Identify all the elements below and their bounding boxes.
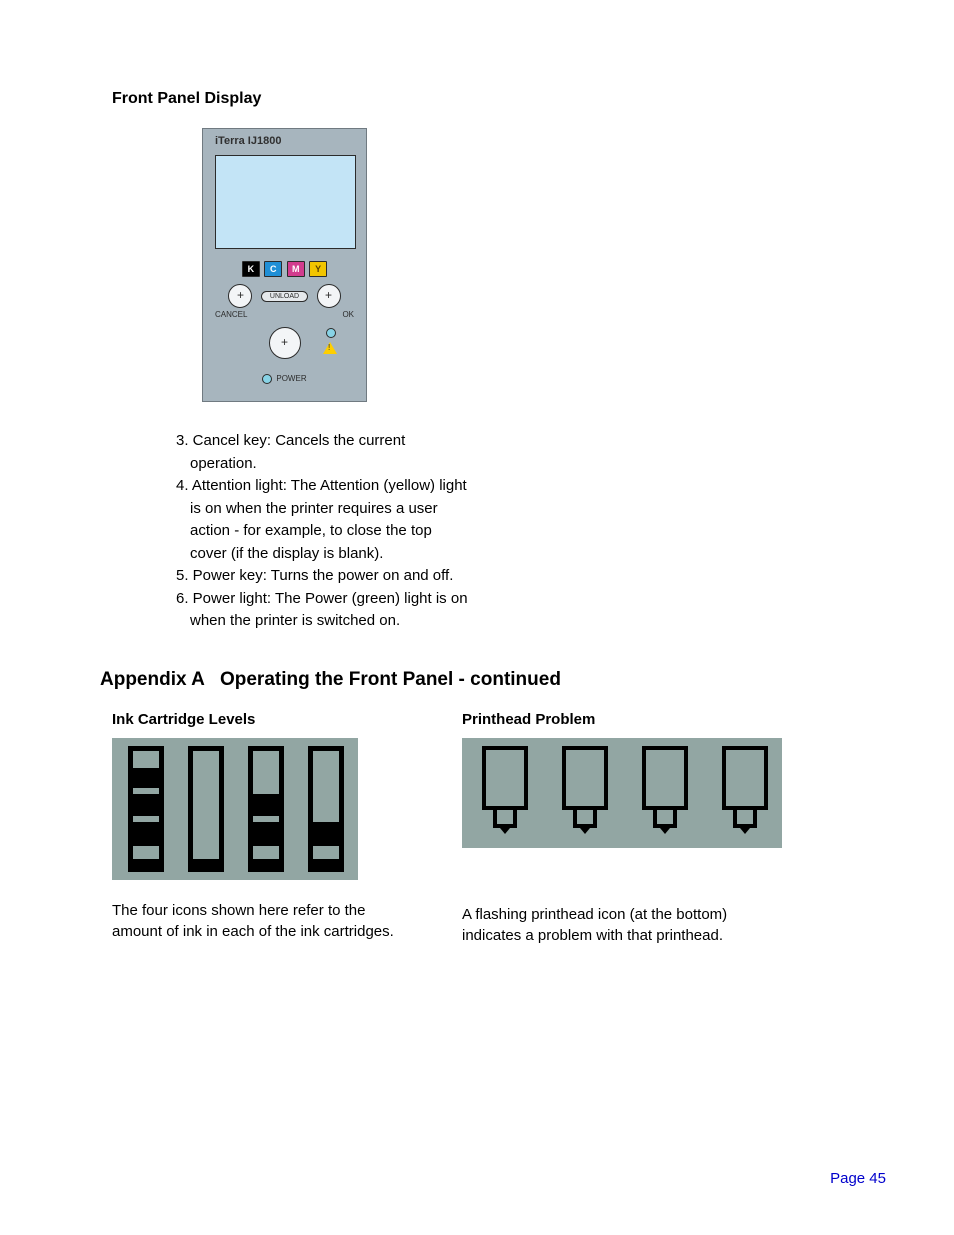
- printhead-body-text: A flashing printhead icon (at the bottom…: [462, 904, 772, 948]
- list-item: 4. Attention light: The Attention (yello…: [162, 475, 472, 565]
- power-label: POWER: [276, 374, 306, 383]
- subheading-ink: Ink Cartridge Levels: [112, 711, 462, 728]
- instruction-list: 3. Cancel key: Cancels the current opera…: [162, 430, 472, 633]
- ink-cartridge-icon: [186, 746, 226, 872]
- page-number: Page 45: [830, 1170, 886, 1187]
- cancel-button[interactable]: +: [228, 284, 252, 308]
- nav-button[interactable]: +: [269, 327, 301, 359]
- ok-button[interactable]: +: [317, 284, 341, 308]
- button-row: + UNLOAD +: [203, 284, 366, 308]
- power-row: POWER: [203, 374, 366, 384]
- printhead-icon: [560, 746, 610, 834]
- ink-cartridge-diagram: [112, 738, 358, 880]
- ink-chip-c: C: [264, 261, 282, 277]
- panel-title: iTerra IJ1800: [215, 135, 281, 147]
- front-panel-figure: iTerra IJ1800 K C M Y + UNLOAD + CANCEL …: [202, 128, 854, 402]
- ink-chip-m: M: [287, 261, 305, 277]
- ink-chip-y: Y: [309, 261, 327, 277]
- unload-button[interactable]: UNLOAD: [261, 291, 308, 302]
- panel-screen: [215, 155, 356, 249]
- cancel-label: CANCEL: [215, 310, 247, 319]
- printhead-icon: [640, 746, 690, 834]
- ink-chip-row: K C M Y: [203, 259, 366, 277]
- attention-icon: !: [323, 342, 337, 354]
- document-page: Front Panel Display iTerra IJ1800 K C M …: [0, 0, 954, 1235]
- labels-row: CANCEL OK: [215, 310, 354, 319]
- list-item: 6. Power light: The Power (green) light …: [162, 588, 472, 633]
- column-printhead: Printhead Problem A flashing printhead i…: [462, 711, 812, 948]
- columns: Ink Cartridge Levels The four icons show…: [112, 711, 854, 948]
- ink-cartridge-icon: [246, 746, 286, 872]
- ink-body-text: The four icons shown here refer to the a…: [112, 900, 402, 944]
- column-ink-levels: Ink Cartridge Levels The four icons show…: [112, 711, 462, 948]
- power-led: [262, 374, 272, 384]
- list-item: 5. Power key: Turns the power on and off…: [162, 565, 472, 588]
- printhead-diagram: [462, 738, 782, 848]
- printer-front-panel: iTerra IJ1800 K C M Y + UNLOAD + CANCEL …: [202, 128, 367, 402]
- subheading-printhead: Printhead Problem: [462, 711, 812, 728]
- nav-button-row: +: [203, 327, 366, 359]
- ink-cartridge-icon: [306, 746, 346, 872]
- printhead-icon: [720, 746, 770, 834]
- list-item: 3. Cancel key: Cancels the current opera…: [162, 430, 472, 475]
- ok-label: OK: [342, 310, 354, 319]
- heading-appendix: Appendix A Operating the Front Panel - c…: [100, 669, 854, 691]
- attention-led: [326, 328, 336, 338]
- printhead-icon: [480, 746, 530, 834]
- heading-front-panel: Front Panel Display: [112, 90, 854, 108]
- ink-cartridge-icon: [126, 746, 166, 872]
- ink-chip-k: K: [242, 261, 260, 277]
